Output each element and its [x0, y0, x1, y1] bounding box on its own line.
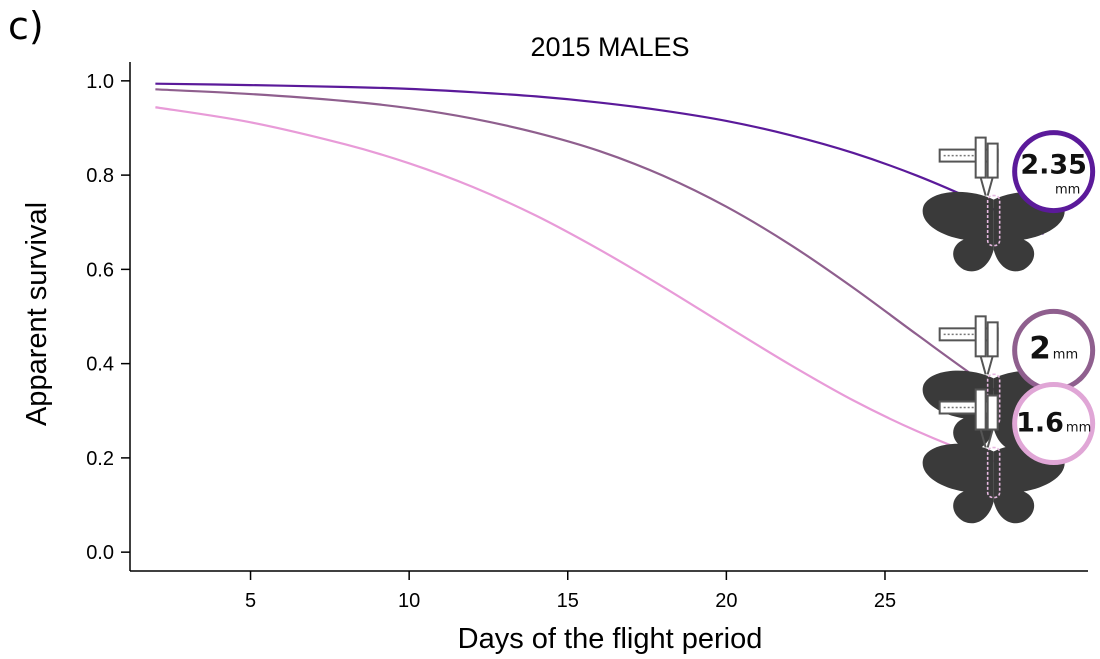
- series-line-1: [155, 88, 1045, 423]
- caliper-icon: [938, 136, 999, 197]
- size-value: 2.35: [1020, 150, 1087, 181]
- size-badge-text: 2 mm: [1029, 330, 1078, 366]
- y-tick-label: 0.8: [86, 165, 114, 187]
- y-tick-label: 0.2: [86, 448, 114, 470]
- x-tick-label: 5: [245, 590, 256, 612]
- x-tick-label: 10: [398, 590, 420, 612]
- x-tick-label: 15: [557, 590, 579, 612]
- y-tick-label: 0.0: [86, 542, 114, 564]
- chart-title: 2015 MALES: [530, 32, 689, 62]
- y-tick-label: 0.4: [86, 354, 114, 376]
- size-annotation-2: 1.6 mm: [921, 382, 1096, 525]
- caliper-icon: [938, 315, 999, 376]
- y-tick-label: 1.0: [86, 71, 114, 93]
- axes: [129, 62, 1088, 572]
- series-line-0: [155, 82, 1045, 236]
- series-line-2: [155, 106, 1044, 478]
- size-value: 1.6: [1016, 408, 1064, 439]
- size-badge-ring: [1012, 382, 1096, 466]
- size-badge-ring: [1012, 130, 1096, 214]
- size-value: 2: [1029, 330, 1051, 366]
- x-axis-title: Days of the flight period: [458, 623, 763, 655]
- size-annotation-0: 2.35 mm: [921, 130, 1096, 273]
- x-tick-label: 25: [874, 590, 896, 612]
- x-tick-label: 20: [715, 590, 737, 612]
- size-badge-text: 2.35 mm: [1020, 150, 1087, 198]
- y-tick-label: 0.6: [86, 259, 114, 281]
- panel-label: c): [8, 4, 44, 48]
- size-badge-text: 1.6 mm: [1016, 408, 1091, 439]
- size-unit: mm: [1066, 421, 1091, 436]
- y-axis-title: Apparent survival: [21, 202, 53, 426]
- size-unit: mm: [1053, 347, 1078, 362]
- size-unit: mm: [1055, 183, 1080, 198]
